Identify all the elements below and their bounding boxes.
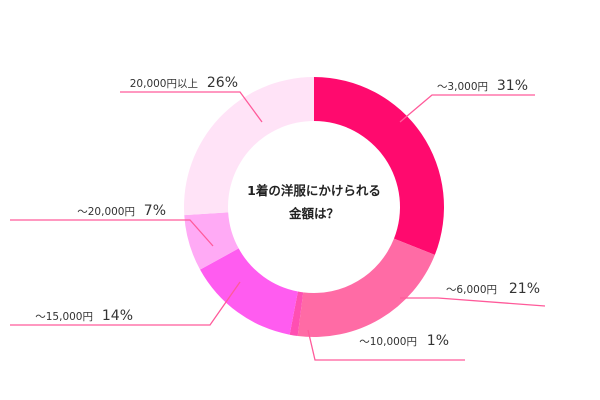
donut-slice-5 [184, 77, 314, 216]
center-title-line-2: 金額は？ [288, 206, 339, 221]
slice-category-label-1: ～6,000円 [446, 284, 497, 296]
leader-line-3 [10, 281, 241, 326]
donut-slice-0 [314, 77, 445, 255]
leader-line-4 [10, 219, 214, 247]
slice-category-label-5: 20,000円以上 [130, 78, 198, 90]
donut-slice-3 [200, 248, 298, 335]
slice-percent-label-1: 21% [509, 281, 540, 297]
slice-category-label-0: ～3,000円 [437, 81, 488, 93]
slice-percent-label-4: 7% [144, 203, 166, 219]
donut-slices [184, 77, 445, 337]
slice-percent-label-0: 31% [497, 78, 528, 94]
donut-slice-2 [289, 291, 304, 336]
slice-percent-label-3: 14% [102, 308, 133, 324]
slice-percent-label-2: 1% [427, 333, 449, 349]
donut-slice-1 [297, 238, 435, 337]
slice-labels: ～3,000円 31% ～6,000円 21% ～10,000円 1% ～15,000円 14… [35, 75, 540, 349]
leader-line-2 [307, 329, 465, 361]
donut-slice-4 [184, 212, 239, 270]
center-title-line-1: 1着の洋服にかけられる [247, 183, 381, 198]
leader-line-1 [400, 297, 546, 307]
slice-percent-label-5: 26% [207, 75, 238, 91]
slice-category-label-3: ～15,000円 [35, 311, 93, 323]
slice-category-label-2: ～10,000円 [359, 336, 417, 348]
leader-lines [10, 91, 546, 361]
leader-line-0 [399, 94, 535, 123]
slice-category-label-4: ～20,000円 [77, 206, 135, 218]
leader-line-5 [120, 91, 263, 123]
